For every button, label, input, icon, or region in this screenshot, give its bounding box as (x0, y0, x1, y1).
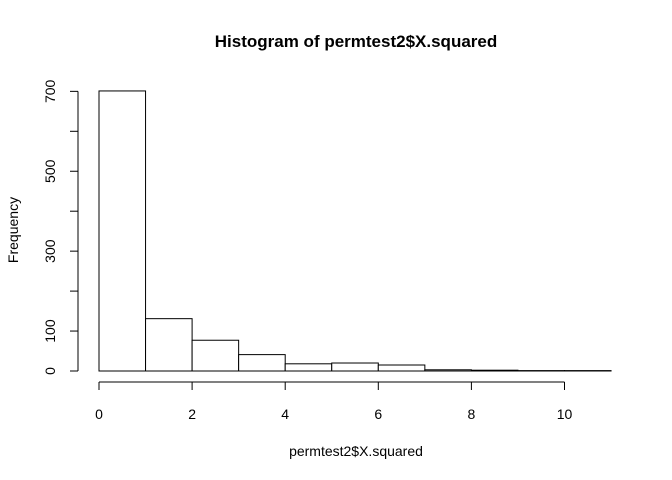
y-axis: 0 100 300 500 700 (42, 79, 79, 375)
y-tick-label-7: 700 (42, 79, 58, 103)
histogram-bar-3 (238, 354, 286, 372)
x-tick-label-5: 10 (557, 406, 573, 422)
x-tick-label-1: 2 (188, 406, 196, 422)
histogram-bar-1 (145, 318, 193, 372)
histogram-bar-6 (377, 364, 426, 372)
x-tick-label-0: 0 (95, 406, 103, 422)
histogram-bar-7 (424, 369, 472, 372)
histogram-bar-2 (191, 339, 240, 372)
y-tick-label-1: 100 (42, 319, 58, 343)
histogram-bar-8 (470, 369, 519, 372)
histogram-bar-4 (284, 363, 333, 372)
bars-group (98, 90, 612, 372)
histogram-bar-5 (331, 362, 379, 372)
x-axis-label: permtest2$X.squared (289, 443, 423, 459)
x-tick-label-4: 8 (468, 406, 476, 422)
y-tick-label-5: 500 (42, 159, 58, 183)
y-tick-label-3: 300 (42, 239, 58, 263)
x-tick-label-2: 4 (281, 406, 289, 422)
y-tick-label-0: 0 (42, 367, 58, 375)
y-axis-label: Frequency (5, 197, 21, 263)
x-tick-label-3: 6 (374, 406, 382, 422)
histogram-bar-0 (98, 90, 147, 372)
chart-title: Histogram of permtest2$X.squared (215, 32, 497, 51)
x-axis: 0 2 4 6 8 10 (95, 381, 573, 422)
